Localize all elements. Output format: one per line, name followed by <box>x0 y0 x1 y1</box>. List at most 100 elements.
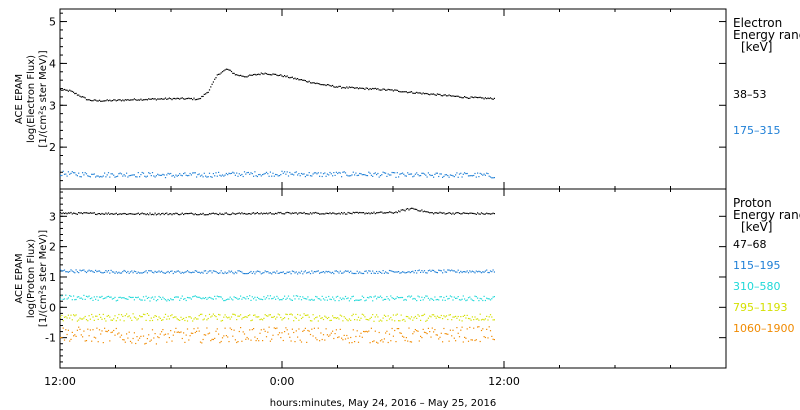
data-point <box>348 318 350 320</box>
data-point <box>294 212 296 214</box>
data-point <box>151 271 154 273</box>
data-point <box>201 271 203 273</box>
data-point <box>153 316 155 318</box>
data-point <box>332 330 334 332</box>
data-point <box>105 100 107 102</box>
data-point <box>381 174 383 176</box>
data-point <box>247 338 249 340</box>
data-point <box>177 213 179 216</box>
data-point <box>439 173 441 175</box>
data-point <box>247 315 249 317</box>
data-point <box>140 213 142 215</box>
data-point <box>207 176 209 178</box>
data-point <box>168 299 170 302</box>
data-point <box>376 298 378 300</box>
data-point <box>269 295 271 297</box>
data-point <box>346 319 348 321</box>
data-point <box>398 320 400 322</box>
data-point <box>240 213 242 215</box>
data-point <box>67 171 69 173</box>
data-point <box>189 98 191 100</box>
data-point <box>236 172 238 174</box>
data-point <box>282 297 284 300</box>
data-point <box>330 213 332 215</box>
data-point <box>444 333 446 335</box>
data-point <box>101 212 103 215</box>
data-point <box>291 212 293 214</box>
y-tick-label: 2 <box>49 141 56 154</box>
data-point <box>373 173 375 175</box>
y-axis-title: ACE EPAM <box>14 74 25 124</box>
data-point <box>319 340 321 342</box>
data-point <box>467 97 470 99</box>
data-point <box>189 335 191 337</box>
data-point <box>183 298 185 300</box>
data-point <box>484 336 486 339</box>
data-point <box>482 271 484 273</box>
data-point <box>423 210 426 212</box>
data-point <box>155 271 157 273</box>
data-point <box>87 270 89 272</box>
data-point <box>399 211 401 213</box>
data-point <box>448 297 450 300</box>
data-point <box>414 173 416 175</box>
data-point <box>193 271 195 273</box>
data-point <box>131 296 133 299</box>
data-point <box>471 175 473 177</box>
data-point <box>443 315 445 317</box>
data-point <box>92 299 94 301</box>
data-point <box>67 297 69 299</box>
data-point <box>357 299 360 301</box>
data-point <box>420 271 422 273</box>
data-point <box>148 334 150 336</box>
data-point <box>206 272 208 274</box>
data-point <box>372 300 374 302</box>
data-point <box>295 317 297 319</box>
data-point <box>172 174 174 177</box>
data-point <box>129 296 132 298</box>
data-point <box>136 213 138 215</box>
data-point <box>208 296 211 298</box>
data-point <box>153 337 155 339</box>
data-point <box>199 97 202 100</box>
data-point <box>118 271 120 273</box>
data-point <box>357 212 360 214</box>
data-point <box>236 319 238 321</box>
data-point <box>287 76 290 79</box>
data-point <box>110 319 112 321</box>
data-point <box>171 99 173 101</box>
data-point <box>434 329 436 331</box>
data-point <box>127 176 129 178</box>
data-point <box>462 173 464 175</box>
data-point <box>98 329 101 331</box>
data-point <box>246 336 248 339</box>
data-point <box>391 212 393 214</box>
data-point <box>278 212 281 214</box>
data-point <box>404 210 406 212</box>
data-point <box>236 74 238 76</box>
data-point <box>96 327 98 329</box>
data-point <box>408 317 410 319</box>
data-point <box>198 271 200 273</box>
data-point <box>439 211 441 213</box>
legend-entry: 47–68 <box>733 238 767 251</box>
data-point <box>388 174 391 176</box>
data-point <box>401 335 404 337</box>
data-point <box>474 316 476 318</box>
data-point <box>307 213 309 215</box>
data-point <box>339 85 341 87</box>
data-point <box>303 297 305 299</box>
data-point <box>422 271 424 273</box>
data-point <box>475 270 477 272</box>
data-point <box>95 99 97 101</box>
data-point <box>333 172 335 174</box>
data-point <box>144 299 146 301</box>
data-point <box>332 212 334 214</box>
y-tick-label: 1 <box>49 271 56 284</box>
data-point <box>404 320 406 322</box>
y-tick-label: 3 <box>49 99 56 112</box>
data-point <box>106 331 108 333</box>
data-point <box>426 333 428 335</box>
data-point <box>203 172 205 174</box>
data-point <box>308 80 310 82</box>
